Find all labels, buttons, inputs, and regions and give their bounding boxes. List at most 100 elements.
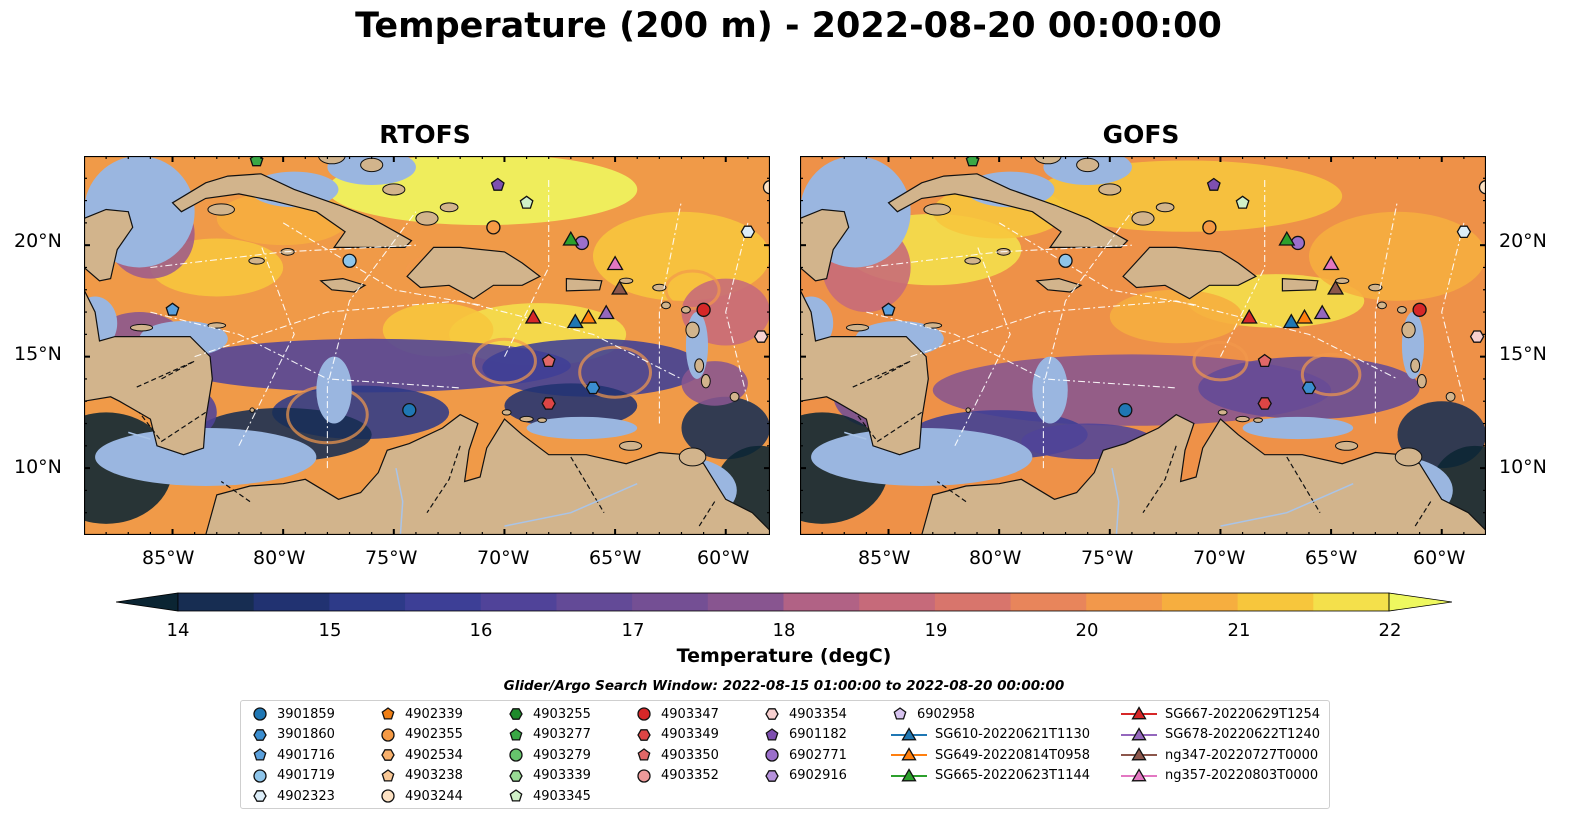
colorbar-segment	[253, 593, 330, 611]
x-tick-label: 85°W	[858, 547, 911, 569]
land-island	[1155, 202, 1175, 213]
observation-marker	[611, 280, 629, 295]
land-island	[1377, 301, 1387, 310]
observation-marker	[1296, 308, 1314, 324]
legend-label: 4902355	[405, 727, 463, 742]
legend: 3901859 3901860 4901716 4901719 4902323 49023…	[240, 700, 1330, 809]
legend-label: 6902958	[917, 706, 975, 722]
colorbar-segment	[405, 593, 482, 611]
legend-label: 4903349	[661, 727, 719, 742]
legend-marker-icon	[253, 768, 267, 783]
legend-item: 6901182	[763, 725, 847, 745]
land-island	[1076, 157, 1100, 173]
observation-marker	[566, 313, 584, 329]
legend-label: 4903277	[533, 727, 591, 742]
x-tick-label: 75°W	[365, 547, 418, 569]
land-south-america	[205, 413, 770, 535]
colorbar-segment	[556, 593, 633, 611]
observation-marker	[1058, 253, 1073, 268]
x-tick-label: 65°W	[589, 547, 642, 569]
observation-marker	[1313, 304, 1331, 320]
country-border	[570, 456, 605, 514]
legend-marker-icon	[765, 708, 779, 720]
observation-marker	[696, 302, 711, 317]
land-island	[1416, 373, 1427, 389]
country-border	[1286, 456, 1321, 514]
eddy-feature	[664, 269, 721, 310]
legend-item: 4903238	[379, 766, 463, 786]
observation-marker	[762, 180, 770, 195]
legend-label: 4903354	[789, 706, 847, 722]
land-island	[652, 283, 667, 292]
colorbar-segment	[859, 593, 936, 611]
x-tick-label: 60°W	[1413, 547, 1466, 569]
eddy-feature	[1192, 340, 1249, 382]
legend-label: SG649-20220814T0958	[935, 747, 1091, 763]
x-tick-label: 65°W	[1305, 547, 1358, 569]
land-puerto-rico	[565, 277, 603, 292]
map-panel-rtofs[interactable]	[84, 156, 770, 535]
legend-item: 4903244	[379, 786, 463, 806]
colorbar	[116, 592, 1452, 612]
country-border	[850, 360, 911, 389]
land-island	[1396, 305, 1407, 314]
legend-marker-icon	[891, 726, 927, 740]
legend-marker-icon	[1121, 747, 1157, 761]
country-border	[1142, 445, 1177, 514]
legend-item: 4903354	[763, 704, 847, 724]
legend-item: 4903339	[507, 766, 591, 786]
legend-marker-icon	[1121, 706, 1157, 720]
x-tick-label: 75°W	[1081, 547, 1134, 569]
colorbar-tick-label: 17	[621, 620, 645, 641]
legend-marker-icon	[381, 707, 395, 720]
land-island	[619, 440, 643, 451]
legend-item: 3901860	[251, 725, 335, 745]
colorbar-segment	[1086, 593, 1163, 611]
land-island	[249, 407, 255, 413]
land-island	[537, 417, 547, 423]
eddy-feature	[578, 345, 653, 399]
legend-marker-icon	[509, 708, 523, 720]
x-tick-label: 70°W	[1193, 547, 1246, 569]
x-tick-label: 80°W	[253, 547, 306, 569]
eez-boundary	[658, 200, 683, 424]
map-panel-gofs[interactable]	[800, 156, 1486, 535]
land-island	[1098, 183, 1122, 196]
eez-boundary	[910, 300, 1398, 380]
land-island	[501, 409, 512, 416]
legend-label: SG665-20220623T1144	[935, 768, 1091, 783]
legend-item: SG665-20220623T1144	[891, 766, 1090, 786]
observation-marker	[965, 156, 980, 167]
legend-item: 4903350	[635, 745, 719, 765]
observation-marker	[1469, 330, 1485, 343]
land-island	[680, 305, 691, 314]
land-island	[129, 323, 154, 332]
land-island	[207, 322, 227, 329]
shelf-area	[526, 416, 638, 440]
legend-item: 4901719	[251, 766, 335, 786]
observation-marker	[486, 220, 501, 235]
eddy-feature	[471, 337, 537, 385]
legend-marker-icon	[381, 749, 395, 761]
colorbar-tick-label: 16	[469, 620, 493, 641]
legend-marker-icon	[253, 790, 267, 802]
land-island	[1335, 277, 1350, 285]
observation-marker	[1202, 220, 1217, 235]
observation-marker	[342, 253, 357, 268]
legend-marker-icon	[381, 768, 395, 782]
country-border	[134, 360, 195, 389]
legend-label: 4902534	[405, 747, 463, 763]
legend-marker-icon	[637, 707, 651, 721]
land-island	[1335, 440, 1359, 451]
land-island	[923, 203, 951, 216]
land-island	[1235, 415, 1250, 423]
observation-marker	[1456, 225, 1472, 239]
legend-marker-icon	[253, 748, 267, 761]
colorbar-tick-label: 14	[166, 620, 190, 641]
colorbar-tick-label: 20	[1075, 620, 1099, 641]
land-central-america	[84, 289, 213, 535]
land-hispaniola	[1122, 246, 1258, 300]
colorbar-tick-label: 18	[772, 620, 796, 641]
legend-item: ng357-20220803T0000	[1121, 766, 1318, 786]
shelf-area	[811, 427, 1033, 486]
